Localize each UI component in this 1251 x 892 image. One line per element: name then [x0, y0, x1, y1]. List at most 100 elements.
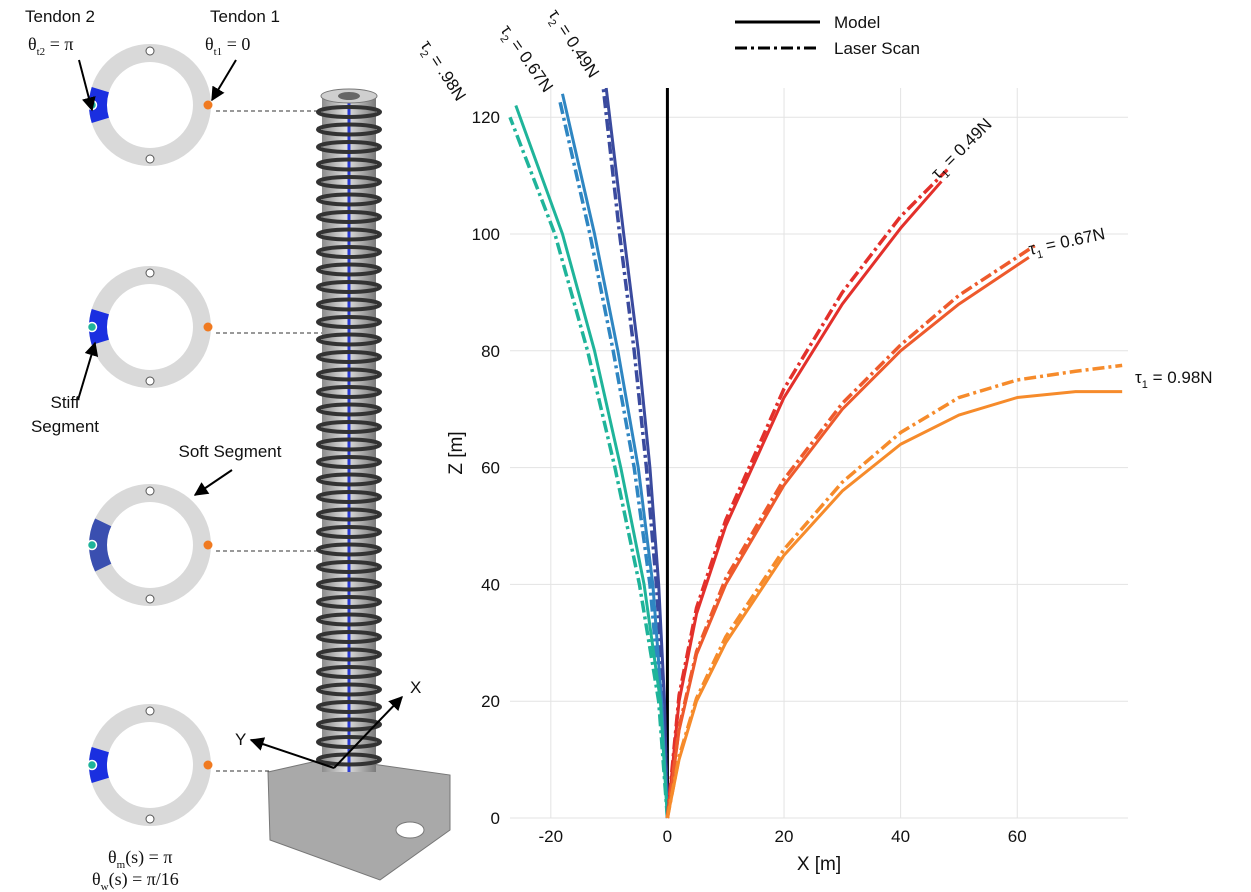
- coil: [316, 717, 382, 732]
- text: (s) = π: [125, 847, 172, 868]
- label: Tendon 2: [25, 7, 95, 26]
- label: Tendon 1: [210, 7, 280, 26]
- arrow: [249, 737, 335, 769]
- coil: [316, 210, 382, 224]
- arrow: [333, 695, 403, 769]
- text: = 0.67N: [1039, 224, 1106, 256]
- coil: [316, 245, 382, 259]
- label: Soft Segment: [178, 442, 281, 461]
- coil: [316, 105, 382, 119]
- tendon-1: [203, 322, 213, 332]
- tendon-2: [86, 539, 98, 551]
- coil: [316, 420, 382, 434]
- label: Stiff: [51, 393, 80, 412]
- coil: [316, 682, 382, 697]
- x-tick-label: 40: [891, 827, 910, 846]
- text: = 0.98N: [1148, 368, 1213, 387]
- coil: [316, 332, 382, 347]
- legend-label: Laser Scan: [834, 39, 920, 58]
- curve-label: τ2 = 0.67N: [493, 21, 556, 98]
- series-line: [665, 168, 949, 819]
- coil: [316, 455, 382, 469]
- base-hole: [395, 821, 425, 839]
- label: X: [410, 678, 421, 697]
- coil: [316, 525, 382, 539]
- y-tick-label: 0: [491, 809, 500, 828]
- symbol: τ: [1135, 368, 1142, 387]
- hole: [145, 376, 155, 386]
- y-tick-label: 40: [481, 575, 500, 594]
- coil: [316, 157, 382, 172]
- text: = 0: [222, 34, 250, 54]
- math-label: θt1 = 0: [205, 34, 250, 58]
- coil: [316, 735, 382, 749]
- tendon-1: [203, 540, 213, 550]
- coil: [316, 490, 382, 504]
- label: Segment: [31, 417, 99, 436]
- coil: [316, 227, 382, 242]
- coil: [316, 542, 382, 557]
- symbol: θ: [92, 869, 101, 889]
- subscript: 2: [497, 33, 510, 45]
- math-label: θw(s) = π/16: [92, 869, 179, 892]
- ring-hole: [107, 284, 193, 370]
- column-bore: [338, 92, 360, 100]
- hole: [145, 706, 155, 716]
- hole: [145, 268, 155, 278]
- coil: [316, 140, 382, 154]
- hole: [145, 486, 155, 496]
- arrow: [211, 59, 237, 102]
- math-label: θt2 = π: [28, 34, 73, 58]
- symbol: τ: [1027, 239, 1038, 259]
- y-tick-label: 100: [472, 225, 500, 244]
- stiff-segment: [88, 86, 109, 124]
- stiff-segment: [88, 308, 109, 346]
- coil: [316, 577, 382, 592]
- subscript: m: [117, 859, 126, 871]
- arrow: [78, 59, 96, 112]
- symbol: θ: [205, 34, 214, 54]
- x-axis-label: X [m]: [797, 854, 841, 875]
- stiff-segment: [88, 518, 112, 572]
- coil: [316, 700, 382, 714]
- subscript: t2: [37, 46, 46, 58]
- arrow: [77, 341, 99, 401]
- coil: [316, 437, 382, 452]
- x-tick-label: 60: [1008, 827, 1027, 846]
- hole: [145, 814, 155, 824]
- hole: [145, 594, 155, 604]
- series-line: [508, 116, 670, 819]
- series-line: [561, 93, 669, 819]
- coil: [316, 472, 382, 487]
- text: (s) = π/16: [109, 869, 179, 890]
- ring-hole: [107, 502, 193, 588]
- x-tick-label: 20: [775, 827, 794, 846]
- curve-label: τ1 = 0.98N: [1135, 368, 1213, 391]
- coil: [316, 262, 382, 277]
- stiff-segment: [88, 746, 109, 784]
- coil: [316, 350, 382, 364]
- text: = .98N: [424, 48, 470, 105]
- hole: [145, 154, 155, 164]
- tendon-2: [86, 759, 98, 771]
- curve-label: τ1 = 0.67N: [1027, 224, 1108, 263]
- coil: [316, 630, 382, 644]
- subscript: t1: [214, 46, 223, 58]
- coil: [316, 385, 382, 399]
- y-tick-label: 60: [481, 459, 500, 478]
- coil: [316, 560, 382, 574]
- series-line: [514, 105, 669, 819]
- chart: -20 0 20 40 60 0 20 40 60 80 100 120 X [m] Z [m] Model…: [417, 6, 1213, 875]
- text: = π: [45, 34, 73, 54]
- series-line: [601, 87, 670, 819]
- coil: [316, 280, 382, 294]
- series-line: [665, 244, 1036, 819]
- base: [267, 757, 451, 881]
- text: = 0.67N: [504, 32, 557, 96]
- coil: [316, 192, 382, 207]
- y-tick-label: 20: [481, 692, 500, 711]
- subscript: w: [101, 881, 109, 892]
- coil: [316, 315, 382, 329]
- coil: [316, 402, 382, 417]
- coil: [316, 367, 382, 382]
